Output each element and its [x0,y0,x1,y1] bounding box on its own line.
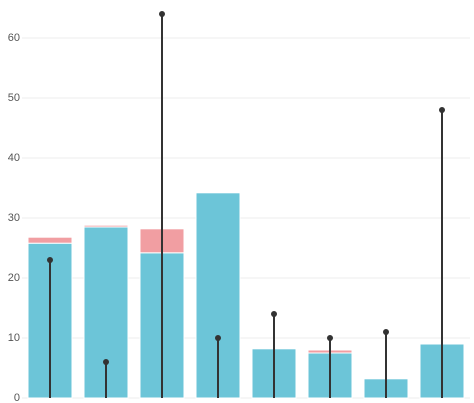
lollipop-dot [271,311,277,317]
bar-segment [27,236,73,244]
lollipop-dot [383,329,389,335]
lollipop-dot [47,257,53,263]
lollipop-dot [439,107,445,113]
lollipop-dot [103,359,109,365]
lollipop-dot [327,335,333,341]
y-tick-label: 30 [8,212,20,224]
bar-segment [83,224,129,228]
lollipop-dot [159,11,165,17]
y-tick-label: 10 [8,332,20,344]
y-tick-label: 50 [8,92,20,104]
y-tick-label: 60 [8,32,20,44]
y-tick-label: 0 [14,392,20,403]
y-tick-label: 40 [8,152,20,164]
y-tick-label: 20 [8,272,20,284]
lollipop-dot [215,335,221,341]
